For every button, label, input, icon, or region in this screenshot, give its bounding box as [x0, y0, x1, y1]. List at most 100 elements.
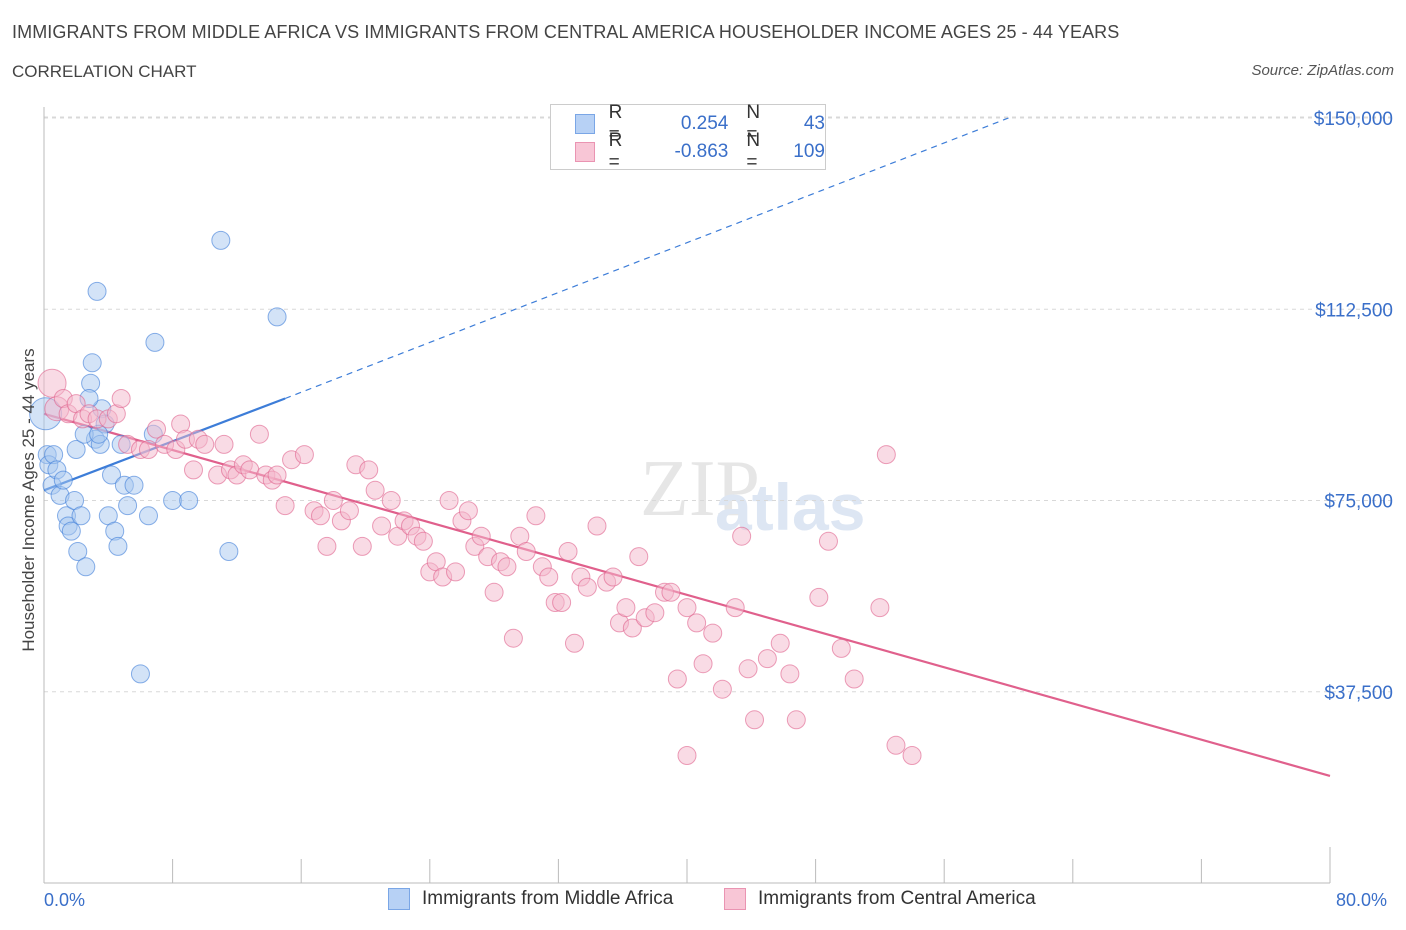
middle-africa-point	[87, 281, 107, 301]
pink-swatch-icon	[575, 142, 595, 162]
central-america-point	[267, 465, 287, 485]
middle-africa-point	[61, 521, 81, 541]
central-america-point	[359, 460, 379, 480]
central-america-point	[503, 628, 523, 648]
central-america-point	[564, 633, 584, 653]
n-label: N =	[746, 130, 761, 173]
central-america-point	[667, 669, 687, 689]
y-axis-label: Householder Income Ages 25 - 44 years	[19, 348, 38, 651]
central-america-point	[902, 746, 922, 765]
central-america-point	[497, 557, 517, 577]
r-label: R =	[608, 130, 623, 173]
central-america-point	[439, 491, 459, 510]
central-america-point	[886, 735, 906, 755]
middle-africa-point	[108, 536, 128, 556]
middle-africa-point	[66, 440, 86, 459]
middle-africa-point	[145, 332, 165, 352]
central-america-point	[195, 434, 215, 454]
central-america-point	[780, 664, 800, 684]
central-america-point	[844, 669, 864, 689]
central-america-point	[310, 506, 330, 526]
blue-swatch-icon	[575, 114, 595, 134]
middle-africa-trend-extension	[284, 117, 1009, 400]
n-value: 43	[803, 113, 825, 134]
central-america-point	[552, 593, 572, 612]
central-america-point	[876, 445, 896, 465]
central-america-point	[249, 424, 269, 444]
middle-africa-point	[102, 465, 122, 485]
middle-africa-point	[105, 521, 125, 541]
middle-africa-point	[68, 542, 88, 561]
central-america-point	[712, 679, 732, 699]
middle-africa-point	[267, 307, 287, 327]
central-america-point	[677, 746, 697, 765]
watermark-zip: ZIP	[640, 445, 760, 533]
central-america-point	[471, 526, 491, 546]
central-america-point	[183, 460, 203, 480]
r-label: R =	[608, 102, 623, 145]
middle-africa-point	[124, 475, 144, 495]
source-note: Source: ZipAtlas.com	[1251, 62, 1394, 79]
central-america-point	[622, 618, 642, 638]
r-value: 0.254	[680, 113, 729, 134]
stats-row-middle-africa: R = 0.254 N = 43	[575, 102, 825, 145]
blue-swatch-icon	[388, 888, 410, 910]
legend-item-central-america[interactable]: Immigrants from Central America	[724, 888, 1036, 910]
y-tick-label: $75,000	[1324, 492, 1393, 513]
central-america-point	[413, 531, 433, 551]
central-america-point	[677, 598, 697, 618]
central-america-point	[616, 598, 636, 618]
central-america-point	[687, 613, 707, 633]
central-america-point	[339, 501, 359, 521]
middle-africa-point	[163, 491, 183, 510]
n-label: N =	[746, 102, 761, 145]
central-america-point	[725, 598, 745, 618]
central-america-point	[831, 638, 851, 658]
middle-africa-point	[76, 557, 96, 577]
central-america-point	[446, 562, 466, 582]
n-value: 109	[793, 141, 825, 162]
stats-legend: R = 0.254 N = 43 R = -0.863 N = 109	[550, 102, 826, 173]
central-america-point	[786, 710, 806, 730]
middle-africa-point	[82, 353, 102, 373]
legend-label: Immigrants from Middle Africa	[422, 888, 674, 909]
middle-africa-point	[138, 506, 158, 526]
central-america-point	[214, 434, 234, 454]
central-america-point	[587, 516, 607, 536]
central-america-point	[818, 531, 838, 551]
middle-africa-point	[53, 470, 73, 490]
central-america-point	[870, 598, 890, 618]
central-america-point	[240, 460, 260, 480]
series-legend: Immigrants from Middle Africa Immigrants…	[0, 888, 1406, 916]
central-america-point	[111, 389, 131, 408]
central-america-point	[645, 603, 665, 623]
central-america-point	[352, 536, 372, 556]
central-america-point	[603, 567, 623, 587]
middle-africa-point	[130, 664, 150, 684]
central-america-point	[577, 577, 597, 597]
central-america-point	[745, 710, 765, 730]
central-america-point	[516, 542, 536, 561]
central-america-point	[703, 623, 723, 643]
central-america-point	[738, 659, 758, 679]
central-america-point	[365, 480, 385, 500]
middle-africa-point	[71, 506, 91, 526]
legend-item-middle-africa[interactable]: Immigrants from Middle Africa	[388, 888, 673, 910]
stats-row-central-america: R = -0.863 N = 109	[575, 130, 825, 173]
chart-subtitle: CORRELATION CHART	[12, 62, 197, 81]
legend-label: Immigrants from Central America	[758, 888, 1036, 909]
central-america-point	[629, 547, 649, 567]
central-america-point	[693, 654, 713, 674]
x-tick-label-min: 0.0%	[44, 890, 86, 910]
central-america-point	[757, 649, 777, 669]
central-america-point	[661, 582, 681, 602]
middle-africa-point	[219, 542, 239, 561]
x-tick-label-max: 80.0%	[1336, 890, 1388, 910]
central-america-point	[732, 526, 752, 546]
central-america-point	[809, 587, 829, 607]
central-america-point	[539, 567, 559, 587]
y-tick-label: $37,500	[1324, 683, 1393, 704]
central-america-point	[558, 542, 578, 561]
central-america-point	[317, 536, 337, 556]
y-tick-label: $150,000	[1314, 109, 1393, 130]
